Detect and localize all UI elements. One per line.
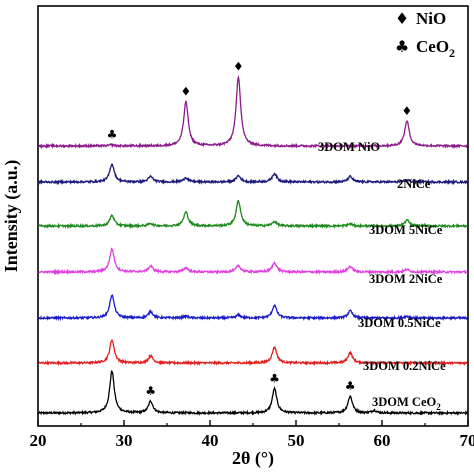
club-icon: ♣	[345, 379, 356, 393]
traces-layer	[37, 74, 469, 416]
series-label: 3DOM 5NiCe	[369, 223, 443, 237]
x-tick-label: 30	[116, 431, 133, 450]
x-tick-label: 20	[30, 431, 47, 450]
x-tick-label: 60	[374, 431, 391, 450]
x-axis-title: 2θ (°)	[232, 448, 274, 469]
series-label: 3DOM 0.5NiCe	[358, 316, 441, 330]
series-line-3dom-2nice	[38, 247, 469, 276]
legend-label: CeO2	[416, 37, 455, 60]
y-axis-title: Intensity (a.u.)	[1, 160, 22, 273]
series-line-3dom-0-5nice	[37, 294, 468, 322]
diamond-icon: ♦	[402, 104, 413, 118]
club-icon: ♣	[145, 384, 156, 398]
diamond-icon: ♦	[181, 85, 192, 99]
club-icon: ♣	[107, 128, 118, 142]
x-tick-label: 40	[202, 431, 219, 450]
x-tick-label: 50	[288, 431, 305, 450]
legend-label: NiO	[416, 9, 446, 28]
series-labels-layer: 3DOM CeO2 3DOM 0.2NiCe 3DOM 0.5NiCe 3DOM 2N…	[318, 140, 446, 412]
x-axis-ticks: 20 30 40 50 60 70	[30, 420, 474, 450]
series-line-3dom-nio	[37, 74, 469, 150]
club-icon: ♣	[395, 37, 409, 56]
series-line-3dom-5nice	[37, 199, 469, 230]
series-line-3dom-ceo2	[37, 370, 469, 416]
series-label: 3DOM 0.2NiCe	[363, 359, 446, 373]
markers-layer: ♣ ♣ ♣ ♣ ♦ ♦ ♦	[107, 60, 413, 398]
diamond-icon: ♦	[233, 60, 244, 74]
legend: ♦ NiO ♣ CeO2	[395, 9, 455, 60]
diamond-icon: ♦	[395, 9, 409, 28]
series-label: 2NiCe	[397, 177, 431, 191]
series-line-2nice	[38, 163, 469, 186]
series-label: 3DOM 2NiCe	[369, 272, 443, 286]
series-line-3dom-0-2nice	[38, 338, 469, 367]
x-tick-label: 70	[460, 431, 474, 450]
series-label: 3DOM NiO	[318, 140, 380, 154]
club-icon: ♣	[269, 372, 280, 386]
series-label: 3DOM CeO2	[372, 395, 441, 412]
